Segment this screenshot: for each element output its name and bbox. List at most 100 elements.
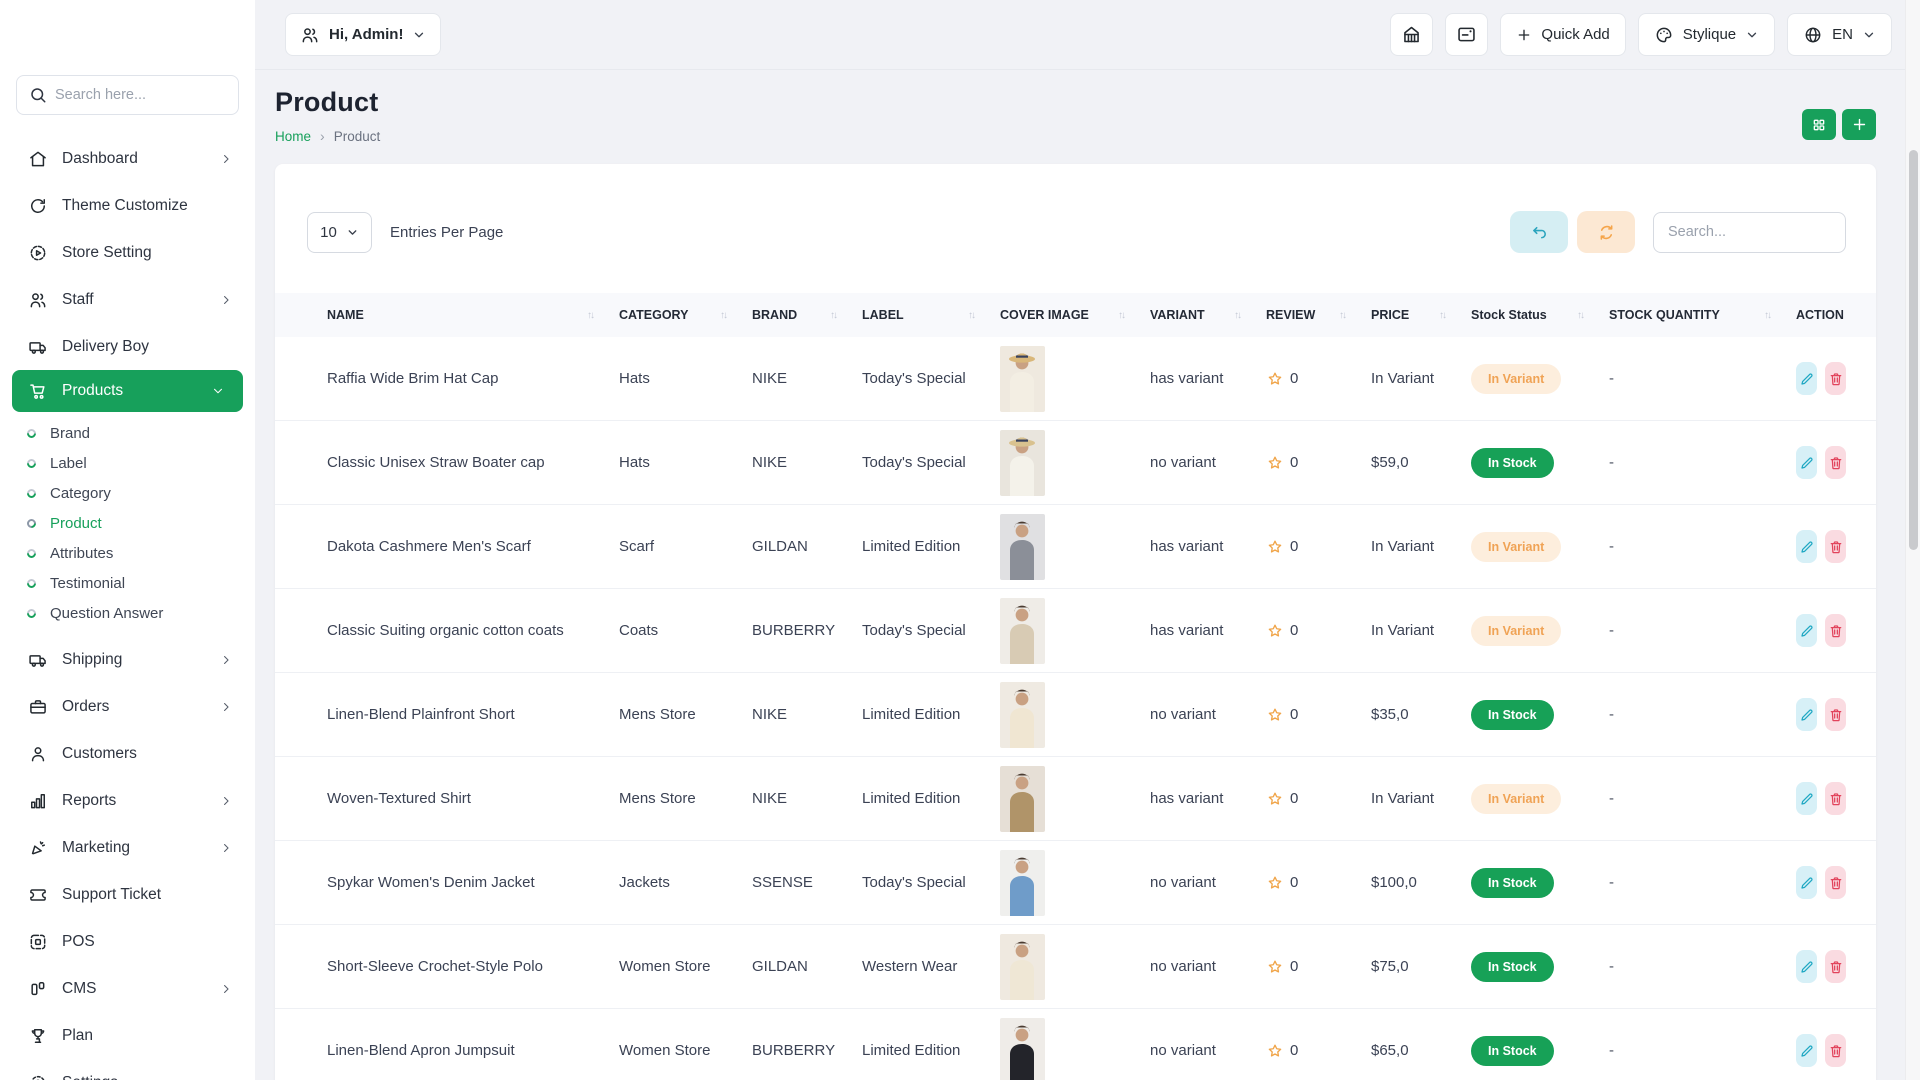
sidebar-subitem-product[interactable]: Product	[0, 508, 255, 538]
delete-button[interactable]	[1825, 362, 1846, 395]
edit-button[interactable]	[1796, 362, 1817, 395]
sidebar-item-store-setting[interactable]: Store Setting	[0, 229, 255, 276]
delete-button[interactable]	[1825, 530, 1846, 563]
delete-button[interactable]	[1825, 1034, 1846, 1067]
sidebar-item-products[interactable]: Products	[12, 370, 243, 412]
breadcrumb-home-link[interactable]: Home	[275, 128, 312, 144]
sidebar-item-cms[interactable]: CMS	[0, 965, 255, 1012]
stock-status-badge: In Variant	[1471, 783, 1562, 814]
column-header-stock-quantity[interactable]: STOCK QUANTITY ↑↓	[1609, 308, 1796, 322]
edit-button[interactable]	[1796, 1034, 1817, 1067]
sidebar-subitem-label: Label	[50, 454, 87, 472]
page-scrollbar[interactable]	[1905, 0, 1920, 1080]
language-button[interactable]: EN	[1787, 13, 1892, 56]
cell-price: $59,0	[1371, 454, 1409, 471]
sidebar-item-customers[interactable]: Customers	[0, 730, 255, 777]
sidebar-item-theme-customize[interactable]: Theme Customize	[0, 182, 255, 229]
storefront-button[interactable]	[1390, 13, 1434, 56]
cell-category: Scarf	[619, 538, 655, 555]
breadcrumb-current: Product	[333, 128, 381, 144]
sidebar-search-input[interactable]	[55, 87, 226, 103]
cell-review: 0	[1266, 622, 1371, 640]
refresh-icon	[1597, 223, 1616, 242]
delete-button[interactable]	[1825, 446, 1846, 479]
sidebar-subitem-attributes[interactable]: Attributes	[0, 538, 255, 568]
sort-icon[interactable]: ↑↓	[587, 309, 595, 321]
edit-button[interactable]	[1796, 866, 1817, 899]
undo-button[interactable]	[1510, 211, 1568, 253]
sidebar-subitem-question-answer[interactable]: Question Answer	[0, 598, 255, 628]
quick-add-button[interactable]: Quick Add	[1500, 13, 1626, 56]
sidebar-item-plan[interactable]: Plan	[0, 1012, 255, 1059]
refresh-button[interactable]	[1577, 211, 1635, 253]
column-header-action: ACTION	[1796, 308, 1856, 322]
sidebar-item-dashboard[interactable]: Dashboard	[0, 135, 255, 182]
sort-icon[interactable]: ↑↓	[1764, 309, 1772, 321]
theme-switcher-button[interactable]: Stylique	[1637, 13, 1776, 56]
table-search-input[interactable]	[1653, 211, 1846, 253]
sort-icon[interactable]: ↑↓	[968, 309, 976, 321]
column-header-cover-image[interactable]: COVER IMAGE ↑↓	[1000, 308, 1150, 322]
sidebar-item-support-ticket[interactable]: Support Ticket	[0, 871, 255, 918]
sidebar-item-shipping[interactable]: Shipping	[0, 636, 255, 683]
sidebar-item-staff[interactable]: Staff	[0, 276, 255, 323]
add-product-button[interactable]	[1842, 109, 1876, 140]
cell-category: Coats	[619, 622, 659, 639]
review-count: 0	[1290, 706, 1299, 723]
sidebar-subitem-category[interactable]: Category	[0, 478, 255, 508]
column-header-label[interactable]: LABEL ↑↓	[862, 308, 1000, 322]
chevron-right-icon	[215, 700, 237, 714]
sidebar-subitem-label[interactable]: Label	[0, 448, 255, 478]
sort-icon[interactable]: ↑↓	[1118, 309, 1126, 321]
scrollbar-thumb[interactable]	[1909, 150, 1918, 550]
column-header-name[interactable]: NAME ↑↓	[327, 308, 619, 322]
cell-price: $65,0	[1371, 1042, 1409, 1059]
delete-button[interactable]	[1825, 950, 1846, 983]
column-header-price[interactable]: PRICE ↑↓	[1371, 308, 1471, 322]
column-header-variant[interactable]: VARIANT ↑↓	[1150, 308, 1266, 322]
delete-button[interactable]	[1825, 782, 1846, 815]
user-menu-button[interactable]: Hi, Admin!	[285, 13, 442, 56]
column-header-category[interactable]: CATEGORY ↑↓	[619, 308, 752, 322]
sort-icon[interactable]: ↑↓	[1439, 309, 1447, 321]
delete-button[interactable]	[1825, 866, 1846, 899]
sort-icon[interactable]: ↑↓	[830, 309, 838, 321]
grid-view-button[interactable]	[1802, 109, 1836, 140]
store-setting-icon	[27, 243, 49, 263]
delete-button[interactable]	[1825, 614, 1846, 647]
cell-price: $35,0	[1371, 706, 1409, 723]
cell-brand: BURBERRY	[752, 622, 836, 639]
sort-icon[interactable]: ↑↓	[1577, 309, 1585, 321]
cell-label: Limited Edition	[862, 706, 961, 723]
sidebar-item-delivery-boy[interactable]: Delivery Boy	[0, 323, 255, 370]
cell-name: Classic Suiting organic cotton coats	[327, 622, 564, 639]
column-header-brand[interactable]: BRAND ↑↓	[752, 308, 862, 322]
home-icon	[27, 149, 49, 169]
sort-icon[interactable]: ↑↓	[720, 309, 728, 321]
sidebar-item-marketing[interactable]: Marketing	[0, 824, 255, 871]
sidebar-subitem-testimonial[interactable]: Testimonial	[0, 568, 255, 598]
sidebar-submenu-products: Brand Label Category Product Attributes Testi…	[0, 412, 255, 636]
sort-icon[interactable]: ↑↓	[1234, 309, 1242, 321]
window-card-button[interactable]	[1445, 13, 1489, 56]
edit-button[interactable]	[1796, 782, 1817, 815]
sidebar-item-pos[interactable]: POS	[0, 918, 255, 965]
sidebar-search[interactable]	[16, 75, 239, 115]
edit-button[interactable]	[1796, 614, 1817, 647]
sort-icon[interactable]: ↑↓	[1339, 309, 1347, 321]
sidebar-item-orders[interactable]: Orders	[0, 683, 255, 730]
table-header-row: NAME ↑↓ CATEGORY ↑↓ BRAND ↑↓ LABEL ↑↓ COVER IMAG…	[275, 293, 1876, 337]
column-header-review[interactable]: REVIEW ↑↓	[1266, 308, 1371, 322]
sidebar-item-settings[interactable]: Settings	[0, 1059, 255, 1080]
delete-button[interactable]	[1825, 698, 1846, 731]
edit-button[interactable]	[1796, 530, 1817, 563]
sidebar-subitem-brand[interactable]: Brand	[0, 418, 255, 448]
edit-button[interactable]	[1796, 446, 1817, 479]
edit-button[interactable]	[1796, 698, 1817, 731]
entries-per-page-select[interactable]: 10	[307, 211, 372, 253]
column-header-stock-status[interactable]: Stock Status ↑↓	[1471, 308, 1609, 322]
sidebar-item-reports[interactable]: Reports	[0, 777, 255, 824]
cell-name: Woven-Textured Shirt	[327, 790, 471, 807]
edit-button[interactable]	[1796, 950, 1817, 983]
star-icon	[1266, 454, 1284, 472]
